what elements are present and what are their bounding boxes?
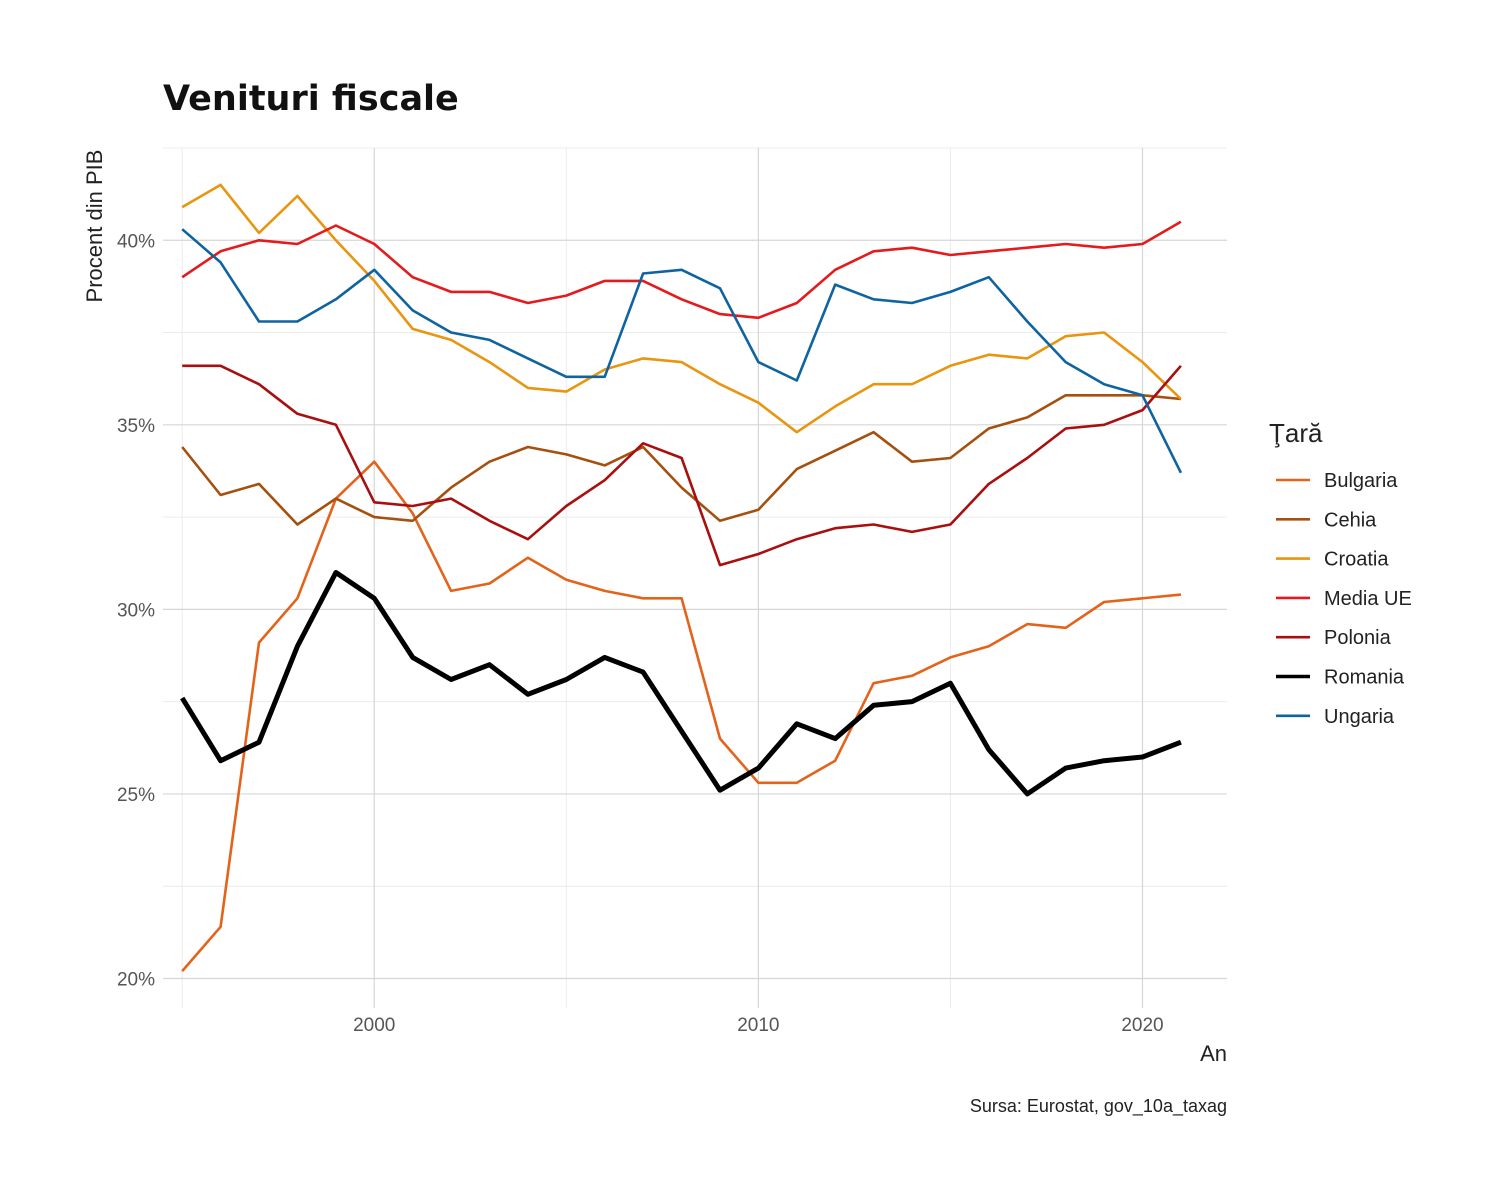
chart-title: Venituri fiscale — [163, 79, 459, 119]
legend-label-romania: Romania — [1324, 667, 1405, 689]
series-line-bulgaria — [181, 460, 1182, 972]
legend-label-croatia: Croatia — [1324, 549, 1389, 571]
y-axis-title: Procent din PIB — [82, 150, 107, 303]
y-tick-label: 35% — [117, 416, 155, 437]
x-axis-title: An — [1200, 1041, 1227, 1066]
chart-caption: Sursa: Eurostat, gov_10a_taxag — [970, 1096, 1227, 1117]
legend-item-polonia: Polonia — [1276, 627, 1392, 649]
y-tick-label: 20% — [117, 969, 155, 990]
legend-item-romania: Romania — [1276, 667, 1405, 689]
series-line-croatia — [181, 183, 1182, 434]
legend-label-bulgaria: Bulgaria — [1324, 470, 1398, 492]
series-line-cehia — [181, 393, 1182, 526]
y-tick-label: 25% — [117, 785, 155, 806]
legend-item-media-ue: Media UE — [1276, 588, 1412, 610]
series-line-media-ue — [181, 220, 1182, 320]
legend-label-media-ue: Media UE — [1324, 588, 1412, 610]
y-axis-ticks: 20% 25% 30% 35% 40% — [117, 231, 155, 990]
x-tick-label: 2010 — [737, 1015, 779, 1036]
x-tick-label: 2000 — [353, 1015, 395, 1036]
legend-item-bulgaria: Bulgaria — [1276, 470, 1398, 492]
legend-label-polonia: Polonia — [1324, 627, 1392, 649]
x-tick-label: 2020 — [1121, 1015, 1163, 1036]
legend-item-cehia: Cehia — [1276, 509, 1377, 531]
series-line-polonia — [182, 364, 1182, 567]
legend-label-ungaria: Ungaria — [1324, 706, 1395, 728]
legend-item-ungaria: Ungaria — [1276, 706, 1395, 728]
y-tick-label: 30% — [117, 600, 155, 621]
grid — [163, 147, 1227, 1008]
legend-label-cehia: Cehia — [1324, 509, 1377, 531]
series-line-romania — [180, 570, 1182, 797]
x-axis-ticks: 2000 2010 2020 — [353, 1015, 1164, 1036]
legend-items: Bulgaria Cehia Croatia Media UE Polonia Roman… — [1276, 470, 1412, 728]
legend-item-croatia: Croatia — [1276, 549, 1389, 571]
y-tick-label: 40% — [117, 231, 155, 252]
legend-title: Ţară — [1269, 418, 1323, 448]
series-lines — [180, 183, 1183, 972]
series-line-ungaria — [181, 228, 1183, 474]
legend: Ţară Bulgaria Cehia Croatia Media UE Polonia… — [1269, 418, 1412, 728]
